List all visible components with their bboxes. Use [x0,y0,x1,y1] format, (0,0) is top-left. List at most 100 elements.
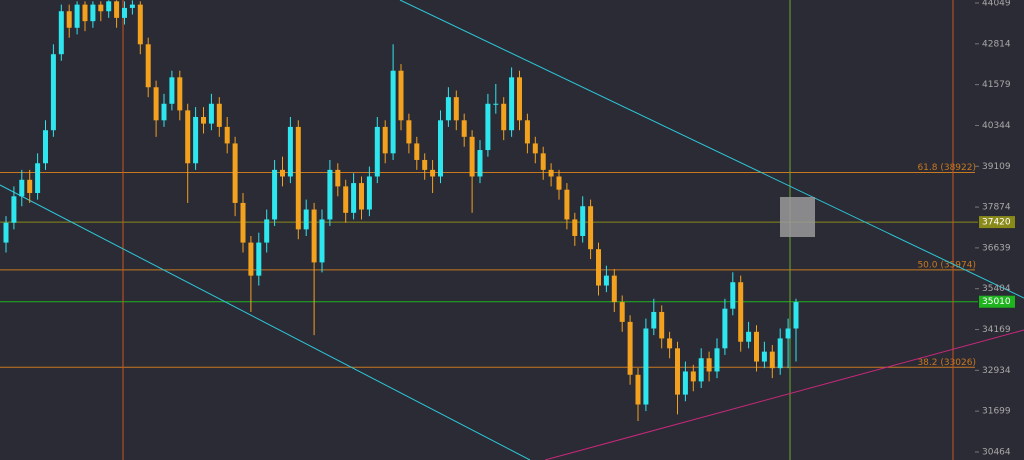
candle-body [682,371,688,395]
candle-body [216,103,222,127]
y-tick-label: 31699 [982,407,1011,417]
y-tick-label: 41579 [982,80,1011,90]
candle-body [572,219,578,236]
candle-body [374,126,380,177]
candle-body [777,338,783,369]
candle-body [698,358,704,382]
candle-body [351,183,357,213]
candle-body [208,103,214,124]
y-tick-label: 44049 [982,0,1011,9]
candle-body [714,348,720,372]
candle-body [730,282,736,309]
candle-body [651,311,657,329]
candle-body [722,308,728,349]
candle-body [35,163,41,194]
price-tag [979,295,1015,308]
candle-body [280,169,285,177]
candle-body [82,4,88,22]
y-tick-label: 36639 [982,243,1011,253]
selection-box [780,197,815,237]
y-tick-label: 42814 [982,39,1011,49]
fib-label: 50.0 (35974) [917,260,976,270]
candle-body [501,103,507,131]
candle-body [477,150,483,177]
candle-body [430,169,436,177]
candle-body [106,1,112,12]
candle-body [19,179,25,197]
y-tick-label: 37874 [982,203,1011,213]
candle-body [335,169,341,187]
price-tag-label: 37420 [982,218,1011,228]
candle-body [643,328,649,405]
candle-body [603,275,609,286]
candle-body [564,189,570,220]
candle-body [627,321,633,375]
candle-body [556,176,562,190]
candle-body [177,77,183,111]
candle-body [129,4,135,8]
candle-body [248,242,254,276]
candle-body [596,249,601,286]
candle-body [359,183,364,210]
candle-body [295,126,301,230]
candle-body [58,11,64,55]
candle-body [469,136,475,177]
candle-body [493,103,499,105]
y-tick-label: 32934 [982,366,1011,376]
candle-body [738,282,744,342]
candle-body [232,143,238,203]
price-tag-label: 35010 [982,297,1011,307]
price-tag [979,216,1015,229]
candle-body [27,179,33,194]
candle-body [382,126,388,154]
candle-body [761,351,767,362]
candle-body [706,358,712,372]
candle-body [754,331,759,362]
candle-body [193,116,199,164]
candle-body [611,275,617,303]
candle-body [438,120,443,177]
candle-body [256,242,262,276]
candle-body [90,4,96,22]
candle-body [422,159,428,170]
candle-body [659,311,665,339]
trend-line [544,329,1024,460]
candle-body [406,120,412,144]
candle-body [327,169,333,220]
candle-body [366,176,372,210]
candle-body [524,120,530,144]
candle-body [517,77,522,121]
candle-body [540,153,546,170]
candle-body [580,206,586,236]
candle-body [3,222,9,243]
candle-body [667,338,673,349]
candle-body [675,348,680,395]
candle-body [287,126,293,177]
candle-body [619,302,625,322]
candle-body [240,202,246,243]
trend-line [399,0,1024,299]
y-tick-label: 39109 [982,162,1011,172]
trend-line [0,184,531,460]
candle-body [398,70,404,121]
candle-body [11,196,17,223]
candle-body [793,302,799,329]
candle-body [319,219,325,263]
candle-body [635,374,641,405]
candle-body [509,77,515,131]
candle-body [224,126,230,144]
candle-body [66,11,72,28]
candle-body [390,70,396,154]
candle-body [445,97,451,121]
candle-body [201,116,206,124]
y-tick-label: 34169 [982,325,1011,335]
candle-body [690,371,696,382]
y-tick-label: 40344 [982,121,1011,131]
candle-body [532,143,538,154]
candle-body [153,87,159,121]
candle-body [145,44,151,88]
candle-body [311,209,317,263]
candle-body [414,143,420,160]
candle-body [453,97,459,121]
fib-label: 61.8 (38922) [917,163,976,173]
